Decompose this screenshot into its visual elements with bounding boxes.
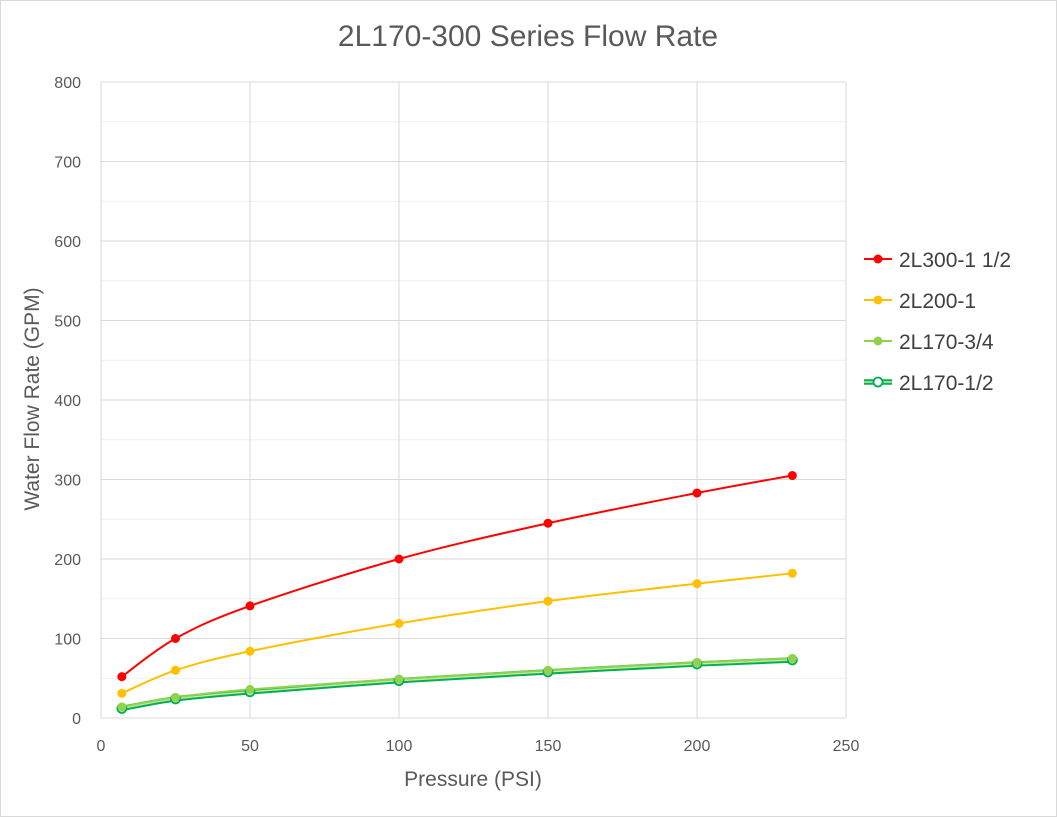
series-line-3 bbox=[119, 657, 796, 712]
legend: 2L300-1 1/2 2L200-1 2L170-3/4 2L170-1/2 bbox=[864, 249, 1011, 395]
data-point bbox=[245, 646, 255, 656]
x-tick-label: 200 bbox=[684, 738, 711, 755]
axis-ticks: 0 100 200 300 400 500 600 700 800 0 50 100 150 200 250 bbox=[54, 75, 859, 755]
data-point bbox=[692, 579, 702, 589]
series-points bbox=[116, 471, 798, 714]
series-line-inner-3 bbox=[121, 659, 794, 710]
x-tick-label: 0 bbox=[97, 738, 106, 755]
y-tick-label: 800 bbox=[54, 75, 81, 92]
data-point bbox=[171, 692, 180, 702]
legend-item: 2L170-3/4 bbox=[864, 331, 994, 354]
data-point bbox=[171, 634, 180, 643]
chart-title: 2L170-300 Series Flow Rate bbox=[338, 20, 718, 53]
data-point bbox=[117, 702, 127, 712]
legend-item: 2L300-1 1/2 bbox=[864, 249, 1011, 272]
y-axis-title: Water Flow Rate (GPM) bbox=[21, 287, 44, 510]
series-lines bbox=[119, 474, 796, 712]
data-point bbox=[692, 488, 702, 498]
x-tick-label: 250 bbox=[833, 738, 860, 755]
legend-swatch-marker bbox=[873, 254, 883, 264]
y-tick-label: 300 bbox=[54, 473, 81, 490]
data-point bbox=[543, 665, 553, 675]
data-point bbox=[245, 684, 255, 694]
legend-label: 2L200-1 bbox=[899, 290, 976, 313]
y-tick-label: 500 bbox=[54, 314, 81, 331]
legend-swatch-marker bbox=[873, 295, 883, 305]
data-point bbox=[117, 688, 127, 698]
data-point bbox=[394, 618, 404, 628]
legend-label: 2L170-1/2 bbox=[899, 372, 994, 395]
y-tick-label: 100 bbox=[54, 632, 81, 649]
y-tick-label: 400 bbox=[54, 393, 81, 410]
y-tick-label: 0 bbox=[72, 711, 81, 728]
legend-item: 2L200-1 bbox=[864, 290, 976, 313]
x-tick-label: 100 bbox=[386, 738, 413, 755]
data-point bbox=[245, 601, 255, 611]
series-line-0 bbox=[121, 474, 793, 678]
data-point bbox=[543, 596, 553, 606]
data-point bbox=[171, 665, 180, 675]
data-point bbox=[787, 568, 797, 578]
legend-label: 2L300-1 1/2 bbox=[899, 249, 1011, 272]
data-point bbox=[787, 471, 797, 481]
y-tick-label: 200 bbox=[54, 552, 81, 569]
y-tick-label: 600 bbox=[54, 234, 81, 251]
data-point bbox=[692, 657, 702, 667]
data-point bbox=[787, 653, 797, 663]
x-tick-label: 150 bbox=[535, 738, 562, 755]
legend-swatch-marker bbox=[872, 376, 884, 388]
data-point bbox=[394, 554, 404, 564]
legend-item: 2L170-1/2 bbox=[864, 372, 994, 395]
x-tick-label: 50 bbox=[241, 738, 259, 755]
legend-swatch-marker bbox=[873, 336, 883, 346]
y-tick-label: 700 bbox=[54, 155, 81, 172]
data-point bbox=[543, 518, 553, 528]
data-point bbox=[394, 674, 404, 684]
gridlines bbox=[100, 81, 847, 719]
x-axis-title: Pressure (PSI) bbox=[404, 768, 542, 791]
data-point bbox=[117, 672, 127, 682]
legend-label: 2L170-3/4 bbox=[899, 331, 994, 354]
